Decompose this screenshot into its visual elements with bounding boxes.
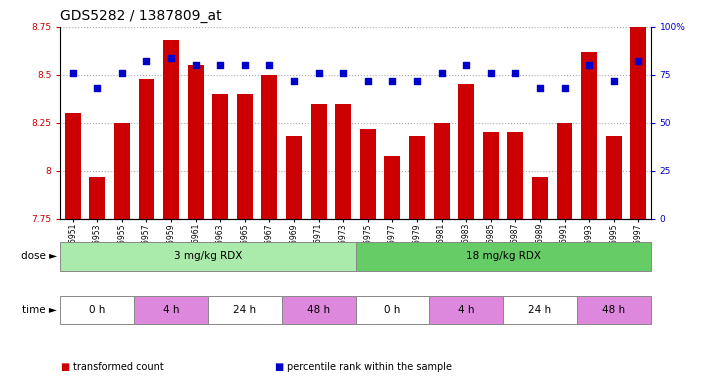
Bar bbox=[188, 65, 203, 219]
Point bbox=[338, 70, 349, 76]
Text: 24 h: 24 h bbox=[233, 305, 257, 315]
Text: transformed count: transformed count bbox=[73, 362, 164, 372]
Bar bbox=[311, 104, 326, 219]
Bar bbox=[139, 79, 154, 219]
Text: 0 h: 0 h bbox=[384, 305, 400, 315]
Bar bbox=[262, 75, 277, 219]
Bar bbox=[581, 52, 597, 219]
Point bbox=[608, 78, 619, 84]
Point bbox=[362, 78, 373, 84]
Bar bbox=[90, 177, 105, 219]
Point bbox=[190, 62, 201, 68]
Point bbox=[559, 85, 570, 91]
Bar bbox=[134, 296, 208, 324]
Bar bbox=[385, 156, 400, 219]
Bar bbox=[282, 296, 356, 324]
Text: 24 h: 24 h bbox=[528, 305, 552, 315]
Point bbox=[461, 62, 472, 68]
Text: GDS5282 / 1387809_at: GDS5282 / 1387809_at bbox=[60, 9, 222, 23]
Bar bbox=[60, 296, 134, 324]
Bar bbox=[360, 129, 376, 219]
Bar bbox=[356, 296, 429, 324]
Point bbox=[289, 78, 300, 84]
Bar bbox=[483, 132, 498, 219]
Point bbox=[141, 58, 152, 65]
Bar bbox=[163, 40, 179, 219]
Bar bbox=[65, 113, 81, 219]
Point bbox=[239, 62, 250, 68]
Text: ■: ■ bbox=[274, 362, 283, 372]
Bar bbox=[409, 136, 425, 219]
Bar bbox=[213, 94, 228, 219]
Point bbox=[411, 78, 422, 84]
Point bbox=[534, 85, 545, 91]
Point bbox=[436, 70, 447, 76]
Point bbox=[387, 78, 398, 84]
Point bbox=[92, 85, 103, 91]
Bar bbox=[434, 123, 449, 219]
Bar bbox=[356, 242, 651, 271]
Point bbox=[584, 62, 595, 68]
Bar bbox=[606, 136, 621, 219]
Point bbox=[485, 70, 496, 76]
Point bbox=[166, 55, 177, 61]
Text: 4 h: 4 h bbox=[458, 305, 474, 315]
Point bbox=[313, 70, 324, 76]
Bar bbox=[557, 123, 572, 219]
Text: 48 h: 48 h bbox=[307, 305, 330, 315]
Bar bbox=[286, 136, 302, 219]
Text: percentile rank within the sample: percentile rank within the sample bbox=[287, 362, 451, 372]
Bar bbox=[114, 123, 130, 219]
Bar bbox=[508, 132, 523, 219]
Text: dose ►: dose ► bbox=[21, 251, 57, 262]
Text: 0 h: 0 h bbox=[89, 305, 105, 315]
Point bbox=[264, 62, 275, 68]
Point bbox=[215, 62, 226, 68]
Bar bbox=[630, 27, 646, 219]
Bar bbox=[335, 104, 351, 219]
Bar bbox=[208, 296, 282, 324]
Bar bbox=[458, 84, 474, 219]
Point bbox=[116, 70, 127, 76]
Bar bbox=[429, 296, 503, 324]
Point bbox=[633, 58, 644, 65]
Text: ■: ■ bbox=[60, 362, 70, 372]
Text: 18 mg/kg RDX: 18 mg/kg RDX bbox=[466, 251, 540, 262]
Point bbox=[67, 70, 78, 76]
Bar bbox=[237, 94, 253, 219]
Text: 3 mg/kg RDX: 3 mg/kg RDX bbox=[173, 251, 242, 262]
Bar bbox=[532, 177, 548, 219]
Bar bbox=[577, 296, 651, 324]
Text: time ►: time ► bbox=[22, 305, 57, 315]
Text: 48 h: 48 h bbox=[602, 305, 625, 315]
Point bbox=[510, 70, 521, 76]
Bar bbox=[503, 296, 577, 324]
Bar bbox=[60, 242, 356, 271]
Text: 4 h: 4 h bbox=[163, 305, 179, 315]
